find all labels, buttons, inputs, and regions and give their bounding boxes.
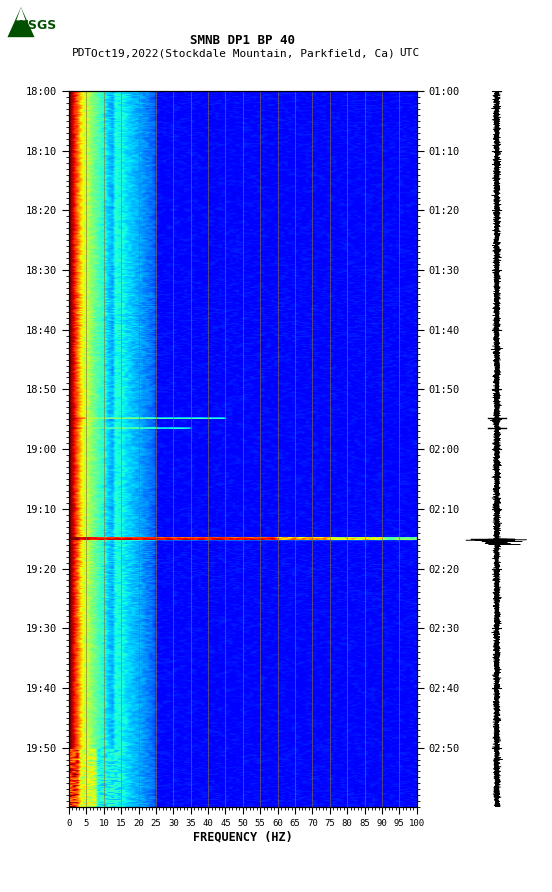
X-axis label: FREQUENCY (HZ): FREQUENCY (HZ)	[193, 830, 293, 844]
Polygon shape	[17, 7, 25, 21]
Text: UTC: UTC	[399, 48, 420, 58]
Text: SMNB DP1 BP 40: SMNB DP1 BP 40	[190, 34, 295, 46]
Polygon shape	[8, 7, 35, 37]
Text: Oct19,2022(Stockdale Mountain, Parkfield, Ca): Oct19,2022(Stockdale Mountain, Parkfield…	[91, 48, 395, 58]
Text: PDT: PDT	[72, 48, 92, 58]
Text: USGS: USGS	[19, 20, 57, 32]
